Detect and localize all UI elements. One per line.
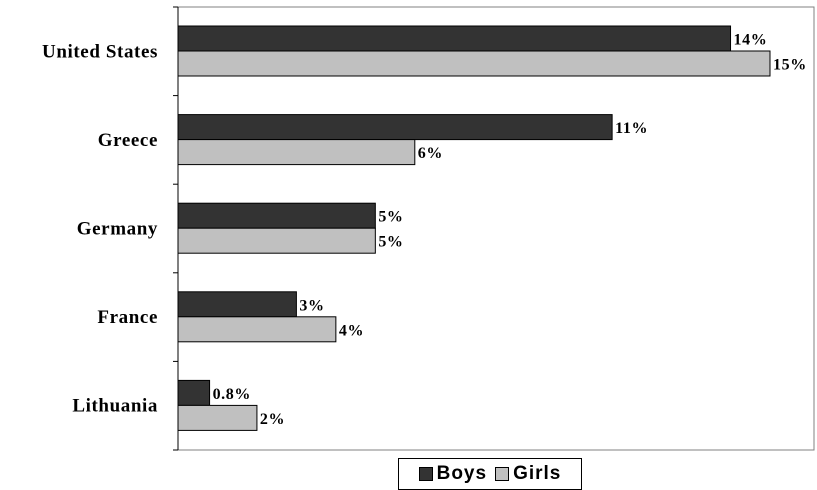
bar-boys-lithuania: [177, 379, 211, 406]
legend-label-girls: Girls: [513, 463, 562, 484]
bar-boys-germany: [177, 202, 376, 229]
bar-girls-united-states: [177, 50, 771, 77]
category-labels: United States Greece Germany France Lithuani…: [42, 41, 158, 417]
value-label-boys-united-states: 14%: [734, 32, 768, 49]
legend-item-boys: Boys: [418, 463, 488, 485]
bar-boys-greece: [177, 114, 613, 141]
legend-swatch-boys: [418, 467, 433, 481]
legend-item-girls: Girls: [495, 463, 561, 485]
value-label-girls-united-states: 15%: [773, 57, 807, 74]
value-labels: 14% 15% 11% 6% 5% 5% 3% 4% 0.8% 2%: [213, 32, 807, 428]
legend: Boys Girls: [398, 458, 582, 490]
bar-girls-france: [177, 316, 337, 343]
category-label-germany: Germany: [77, 219, 158, 240]
legend-label-boys: Boys: [436, 463, 488, 484]
bar-boys-france: [177, 291, 297, 318]
category-label-united-states: United States: [42, 41, 158, 62]
value-label-girls-france: 4%: [339, 322, 364, 339]
bar-girls-germany: [177, 227, 376, 254]
value-label-girls-germany: 5%: [378, 234, 403, 251]
bar-girls-lithuania: [177, 404, 258, 431]
value-label-girls-lithuania: 2%: [260, 411, 285, 428]
value-label-girls-greece: 6%: [418, 145, 443, 162]
value-label-boys-greece: 11%: [615, 120, 648, 137]
bar-boys-united-states: [177, 25, 732, 52]
category-label-greece: Greece: [98, 130, 158, 151]
bar-girls-greece: [177, 139, 416, 166]
value-label-boys-germany: 5%: [378, 209, 403, 226]
value-label-boys-lithuania: 0.8%: [213, 386, 251, 403]
value-label-boys-france: 3%: [299, 297, 324, 314]
axis-ticks: [173, 6, 178, 451]
bars: [177, 25, 771, 431]
legend-swatch-girls: [495, 467, 510, 481]
category-label-lithuania: Lithuania: [72, 396, 158, 417]
category-label-france: France: [97, 307, 158, 328]
